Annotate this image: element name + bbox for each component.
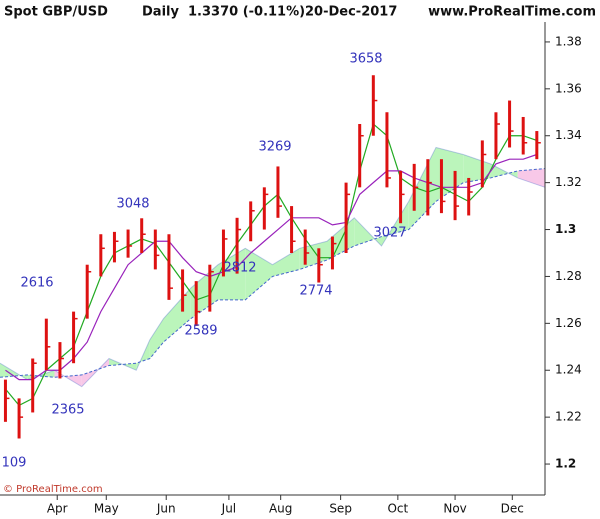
cloud-segment	[81, 358, 109, 387]
last-price: 1.3370 (-0.11%)	[188, 5, 305, 20]
cloud-segment	[245, 248, 273, 300]
copyright: © ProRealTime.com	[3, 484, 103, 495]
annotation: 109	[2, 456, 27, 471]
date: 20-Dec-2017	[305, 5, 397, 20]
cloud-segment	[354, 217, 382, 246]
annotation: 3027	[373, 226, 406, 241]
cloud-segment	[517, 168, 545, 188]
period: Daily	[142, 5, 179, 20]
y-tick-label: 1.3	[555, 222, 576, 236]
x-tick-label: Jun	[156, 502, 176, 516]
cloud-segment	[27, 370, 55, 380]
annotation: 2365	[51, 403, 84, 418]
x-tick-label: Sep	[329, 502, 352, 516]
y-tick-label: 1.34	[555, 128, 582, 142]
x-tick-label: May	[94, 502, 119, 516]
cloud-span-a	[0, 146, 546, 388]
cloud-segment	[272, 248, 300, 277]
x-tick-label: Jul	[221, 502, 236, 516]
y-tick-label: 1.24	[555, 363, 582, 377]
source: www.ProRealTime.com	[428, 5, 596, 20]
plot-area	[0, 75, 546, 439]
annotation: 2774	[299, 284, 332, 299]
annotation: 2589	[184, 324, 217, 339]
y-tick-label: 1.26	[555, 316, 582, 330]
annotation: 2616	[20, 276, 53, 291]
y-tick-label: 1.38	[555, 34, 582, 48]
x-tick-label: Dec	[501, 502, 524, 516]
cloud-segment	[490, 163, 518, 178]
x-tick-label: Nov	[443, 502, 466, 516]
instrument: Spot GBP/USD	[4, 5, 108, 20]
cloud-segment	[136, 339, 150, 371]
y-tick-label: 1.22	[555, 410, 582, 424]
x-tick-label: Aug	[269, 502, 292, 516]
indicator-line	[4, 122, 538, 407]
annotation: 3658	[349, 52, 382, 67]
x-tick-label: Oct	[387, 502, 408, 516]
y-tick-label: 1.28	[555, 269, 582, 283]
annotation: 3048	[116, 197, 149, 212]
indicator-line	[5, 153, 538, 381]
x-tick-label: Apr	[47, 502, 68, 516]
annotation: 2812	[223, 261, 256, 276]
y-tick-label: 1.2	[555, 457, 576, 471]
y-tick-label: 1.32	[555, 175, 582, 189]
y-tick-label: 1.36	[555, 81, 582, 95]
cloud-segment	[109, 358, 137, 371]
cloud-segment	[0, 363, 28, 380]
annotation: 3269	[258, 140, 291, 155]
cloud-segment	[149, 318, 164, 359]
